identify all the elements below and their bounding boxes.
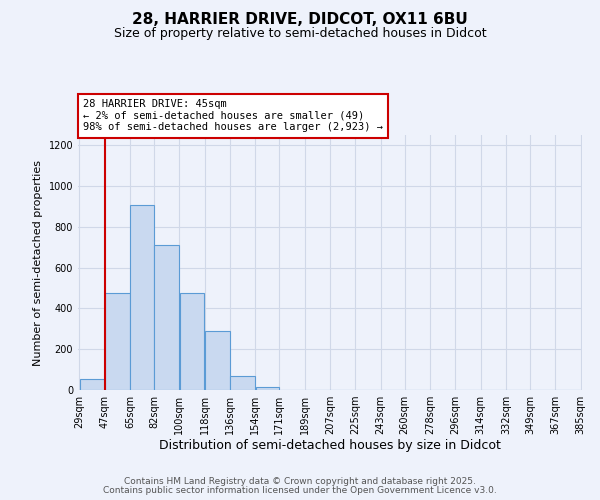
Y-axis label: Number of semi-detached properties: Number of semi-detached properties [33,160,43,366]
Bar [130,206,154,390]
Bar [205,331,230,390]
Text: Contains public sector information licensed under the Open Government Licence v3: Contains public sector information licen… [103,486,497,495]
X-axis label: Distribution of semi-detached houses by size in Didcot: Distribution of semi-detached houses by … [159,438,501,452]
Bar [256,387,279,390]
Bar [80,379,104,390]
Text: Contains HM Land Registry data © Crown copyright and database right 2025.: Contains HM Land Registry data © Crown c… [124,477,476,486]
Text: 28, HARRIER DRIVE, DIDCOT, OX11 6BU: 28, HARRIER DRIVE, DIDCOT, OX11 6BU [132,12,468,28]
Bar [179,293,205,390]
Bar [230,376,255,390]
Text: Size of property relative to semi-detached houses in Didcot: Size of property relative to semi-detach… [113,28,487,40]
Bar [154,245,179,390]
Text: 28 HARRIER DRIVE: 45sqm
← 2% of semi-detached houses are smaller (49)
98% of sem: 28 HARRIER DRIVE: 45sqm ← 2% of semi-det… [83,99,383,132]
Bar [105,293,130,390]
